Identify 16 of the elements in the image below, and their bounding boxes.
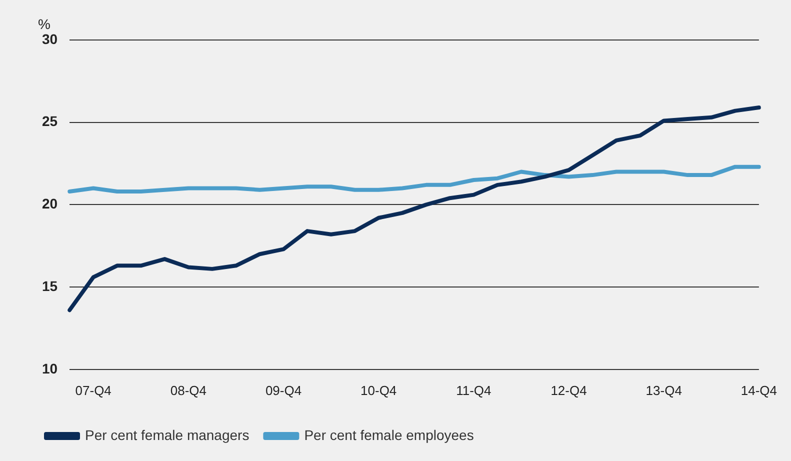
x-tick-label: 07-Q4 <box>75 382 112 398</box>
x-tick-label: 09-Q4 <box>265 382 302 398</box>
y-axis-title: % <box>38 16 50 32</box>
y-tick-label: 10 <box>42 360 58 376</box>
legend-label: Per cent female employees <box>304 426 474 443</box>
y-tick-label: 15 <box>42 278 58 294</box>
legend-label: Per cent female managers <box>85 426 250 443</box>
x-tick-label: 10-Q4 <box>360 382 397 398</box>
y-tick-label: 20 <box>42 196 58 212</box>
x-tick-label: 11-Q4 <box>456 382 492 398</box>
y-tick-label: 30 <box>42 30 58 47</box>
x-tick-label: 13-Q4 <box>646 382 682 398</box>
x-tick-label: 12-Q4 <box>550 382 587 398</box>
x-tick-label: 08-Q4 <box>170 382 206 398</box>
y-tick-label: 25 <box>42 113 58 130</box>
x-tick-label: 14-Q4 <box>740 382 778 398</box>
